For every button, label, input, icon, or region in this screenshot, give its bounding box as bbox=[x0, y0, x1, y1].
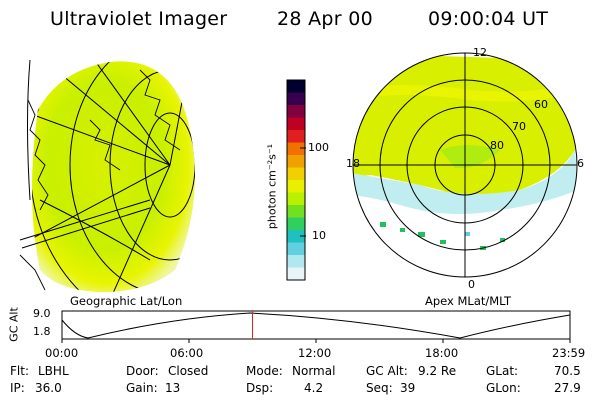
colorbar-segment bbox=[287, 130, 305, 143]
glat-label: GLat: bbox=[486, 364, 519, 378]
colorbar-frame bbox=[286, 79, 306, 281]
mode-label: Mode: bbox=[246, 364, 283, 378]
mlt-label-0: 0 bbox=[468, 278, 475, 291]
altitude-plot bbox=[61, 310, 571, 343]
polar-image bbox=[352, 52, 578, 278]
gain-value: 13 bbox=[165, 381, 181, 395]
colorbar-segment bbox=[287, 242, 305, 256]
colorbar-segment bbox=[287, 255, 305, 268]
colorbar-segment bbox=[287, 192, 305, 206]
colorbar bbox=[286, 79, 306, 281]
gcalt-value: 9.2 Re bbox=[418, 364, 457, 378]
alt-ytick-9: 9.0 bbox=[33, 307, 51, 320]
colorbar-segment bbox=[287, 230, 305, 243]
colorbar-ticks bbox=[300, 147, 306, 237]
seq-label: Seq: bbox=[366, 381, 393, 395]
alt-ylabel: GC Alt bbox=[7, 307, 21, 342]
ip-value: 36.0 bbox=[35, 381, 62, 395]
gcalt-label: GC Alt: bbox=[366, 364, 408, 378]
mlt-label-6: 6 bbox=[577, 157, 584, 170]
alt-xtick-4: 23:59 bbox=[552, 346, 586, 360]
seq-value: 39 bbox=[400, 381, 416, 395]
alt-xtick-2: 12:00 bbox=[298, 346, 332, 360]
colorbar-segment bbox=[287, 92, 305, 106]
geographic-image bbox=[19, 59, 195, 293]
colorbar-segment bbox=[287, 205, 305, 218]
colorbar-segment bbox=[287, 142, 305, 156]
dsp-label: Dsp: bbox=[246, 381, 274, 395]
mlt-label-12: 12 bbox=[473, 46, 487, 59]
colorbar-segment bbox=[287, 180, 305, 193]
glon-label: GLon: bbox=[486, 381, 521, 395]
date-label: 28 Apr 00 bbox=[277, 8, 374, 30]
colorbar-unit-label: photon cm⁻²s⁻¹ bbox=[265, 143, 279, 230]
mlt-label-18: 18 bbox=[346, 157, 360, 170]
alt-ytick-1-8: 1.8 bbox=[33, 325, 51, 338]
flt-value: LBHL bbox=[38, 364, 69, 378]
alt-xtick-0: 00:00 bbox=[45, 346, 79, 360]
mode-value: Normal bbox=[292, 364, 336, 378]
alt-xtick-1: 06:00 bbox=[170, 346, 204, 360]
door-label: Door: bbox=[126, 364, 159, 378]
mlat-label-70: 70 bbox=[512, 120, 526, 133]
glon-value: 27.9 bbox=[554, 381, 581, 395]
colorbar-segment bbox=[287, 167, 305, 181]
dsp-value: 4.2 bbox=[304, 381, 324, 395]
colorbar-segment bbox=[287, 105, 305, 118]
door-value: Closed bbox=[168, 364, 209, 378]
colorbar-segment bbox=[287, 267, 305, 281]
colorbar-segment bbox=[287, 80, 305, 93]
mlat-label-60: 60 bbox=[534, 98, 548, 111]
alt-xtick-3: 18:00 bbox=[425, 346, 459, 360]
flt-label: Flt: bbox=[10, 364, 29, 378]
glat-value: 70.5 bbox=[554, 364, 581, 378]
colorbar-tick-100: 100 bbox=[308, 141, 329, 154]
ip-label: IP: bbox=[10, 381, 25, 395]
polar-caption: Apex MLat/MLT bbox=[425, 294, 512, 308]
mlat-label-80: 80 bbox=[490, 139, 504, 152]
geo-caption: Geographic Lat/Lon bbox=[70, 294, 183, 308]
time-label: 09:00:04 UT bbox=[428, 8, 549, 30]
colorbar-segment bbox=[287, 155, 305, 168]
colorbar-segment bbox=[287, 217, 305, 231]
colorbar-tick-10: 10 bbox=[312, 229, 326, 242]
instrument-title: Ultraviolet Imager bbox=[50, 8, 228, 30]
colorbar-segment bbox=[287, 117, 305, 131]
gain-label: Gain: bbox=[126, 381, 158, 395]
